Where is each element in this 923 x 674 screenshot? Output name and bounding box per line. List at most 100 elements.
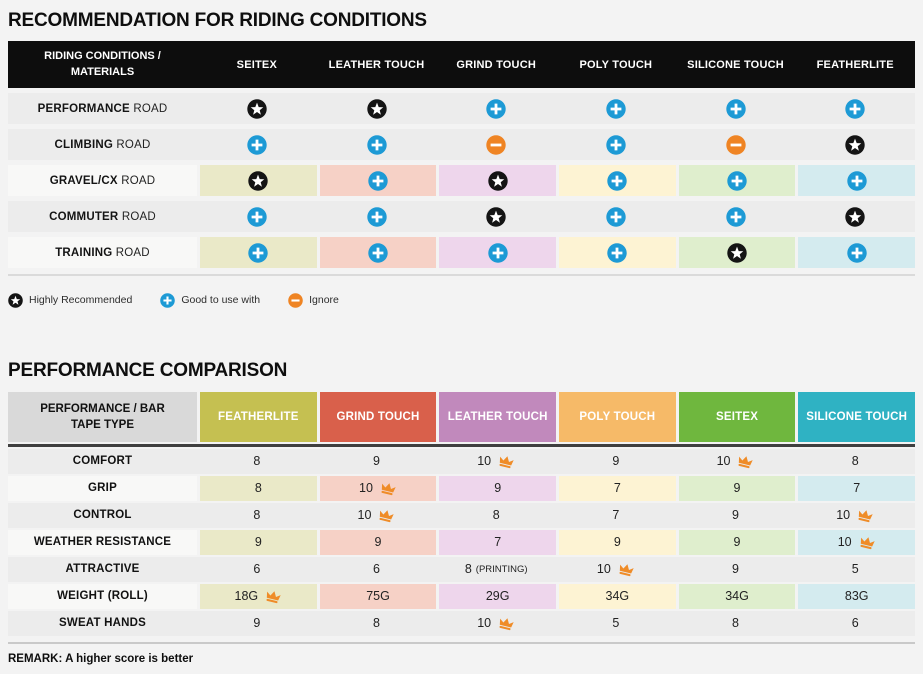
score-value: 10 (836, 508, 851, 522)
score-note: (PRINTING) (475, 563, 528, 575)
score-cell: 9 (678, 529, 796, 555)
score-cell: 10 (436, 610, 557, 636)
score-cell: 9 (200, 529, 317, 555)
riding-conditions-title: RECOMMENDATION FOR RIDING CONDITIONS (8, 10, 427, 31)
score-value: 7 (853, 481, 861, 495)
perf-row-weather-resistance: WEATHER RESISTANCE 9 9 7 9 9 10 (8, 529, 916, 555)
column-header-grind-touch: GRIND TOUCH (456, 58, 536, 71)
plus-icon (486, 98, 506, 119)
rating-cell-plus (559, 237, 676, 268)
rating-cell-star (678, 237, 796, 268)
star-icon (845, 206, 865, 227)
score-value: 6 (253, 562, 261, 576)
crown-icon (379, 482, 397, 496)
score-cell: 9 (197, 610, 317, 636)
score-value: 7 (613, 481, 621, 495)
rating-cell-plus (200, 237, 317, 268)
perf-row-sweat-hands: SWEAT HANDS 9 8 10 5 8 6 (8, 610, 916, 636)
rating-cell-minus (436, 129, 557, 160)
riding-conditions-rows: PERFORMANCE ROAD CLIMBING ROAD GRAVEL/CX R… (8, 93, 916, 268)
perf-row-weight-roll: WEIGHT (ROLL) 18G 75G 29G 34G 34G 83G (8, 583, 916, 609)
plus-icon (487, 242, 508, 263)
score-cell: 10 (795, 502, 916, 528)
score-cell: 9 (675, 556, 796, 582)
rating-cell-plus (556, 129, 676, 160)
score-value: 10 (837, 535, 852, 549)
crown-icon (617, 563, 635, 577)
performance-header-row: PERFORMANCE / BAR TAPE TYPE FEATHERLITE G… (8, 392, 916, 442)
score-value: 9 (733, 481, 741, 495)
crown-icon (264, 590, 282, 604)
score-value: 9 (732, 562, 739, 576)
row-label: PERFORMANCE ROAD (8, 93, 197, 124)
rating-cell-plus (439, 237, 557, 268)
score-value: 8 (851, 454, 859, 468)
column-header-silicone-touch: SILICONE TOUCH (687, 58, 784, 71)
score-value: 9 (612, 454, 620, 468)
rating-cell-star (795, 201, 916, 232)
minus-icon (725, 134, 746, 155)
row-label-bold: GRAVEL/CX (49, 174, 118, 187)
rating-cell-plus (197, 129, 317, 160)
row-label: ATTRACTIVE (8, 556, 197, 582)
row-label-rest: ROAD (115, 246, 150, 259)
star-icon (845, 134, 865, 155)
plus-icon (607, 170, 628, 191)
rating-cell-plus (556, 93, 676, 124)
plus-icon (727, 170, 747, 191)
score-value: 9 (374, 535, 382, 549)
legend-item-good-to-use-with: Good to use with (160, 292, 260, 308)
rating-cell-plus (675, 201, 796, 232)
plus-icon (366, 134, 387, 155)
table1-bottom-rule (8, 274, 915, 276)
plus-icon (248, 242, 269, 263)
score-cell: 8 (197, 448, 317, 474)
row-label-text: COMFORT (72, 455, 133, 467)
score-value: 10 (477, 616, 492, 630)
score-value: 9 (373, 454, 380, 468)
legend-item-ignore: Ignore (288, 292, 339, 308)
row-label-text: WEIGHT (ROLL) (57, 590, 148, 602)
score-value: 10 (359, 481, 373, 495)
column-header-leather-touch: LEATHER TOUCH (439, 392, 557, 442)
row-label-bold: TRAINING (55, 246, 113, 259)
rating-cell-star (200, 165, 317, 196)
score-value: 8 (732, 616, 739, 630)
row-label-text: GRIP (88, 482, 117, 494)
row-label: COMFORT (8, 448, 197, 474)
performance-rows: COMFORT 8 9 10 9 10 8 GRIP 8 10 9 7 9 7 CONTROL 8 10 8 7 9 1… (8, 448, 916, 636)
row-label: TRAINING ROAD (8, 237, 197, 268)
rating-cell-plus (798, 165, 916, 196)
rating-cell-plus (678, 165, 796, 196)
star-icon (8, 292, 23, 308)
rating-cell-plus (795, 93, 916, 124)
score-value: 9 (253, 616, 261, 630)
row-label-text: WEATHER RESISTANCE (33, 536, 172, 548)
star-icon (487, 170, 508, 191)
riding-conditions-table: RIDING CONDITIONS / MATERIALS SEITEX LEAT… (8, 41, 916, 276)
score-cell: 10 (798, 529, 916, 555)
row-label-rest: ROAD (121, 174, 156, 187)
column-header-poly-touch: POLY TOUCH (559, 392, 676, 442)
score-value: 8 (253, 454, 261, 468)
score-cell: 75G (319, 583, 437, 609)
rating-cell-plus (559, 165, 676, 196)
row-label: COMMUTER ROAD (8, 201, 197, 232)
column-header-seitex: SEITEX (678, 392, 796, 442)
legend-item-highly-recommended: Highly Recommended (8, 292, 132, 308)
score-cell: 9 (439, 475, 557, 501)
score-value: 9 (733, 535, 741, 549)
rating-cell-minus (675, 129, 796, 160)
rating-cell-plus (319, 165, 437, 196)
crown-icon (858, 536, 876, 550)
row-label-rest: ROAD (133, 102, 168, 115)
score-cell: 10 (556, 556, 676, 582)
minus-icon (288, 292, 303, 308)
score-cell: 9 (559, 529, 676, 555)
perf-row-comfort: COMFORT 8 9 10 9 10 8 (8, 448, 916, 474)
score-cell: 10 (319, 475, 437, 501)
riding-row-training: TRAINING ROAD (8, 237, 916, 268)
perf-row-grip: GRIP 8 10 9 7 9 7 (8, 475, 916, 501)
score-value: 10 (357, 508, 372, 522)
